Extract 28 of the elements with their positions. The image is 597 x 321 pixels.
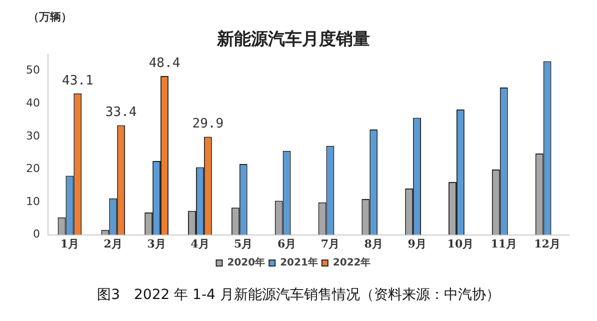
x-tick-label: 9月: [408, 237, 426, 250]
x-tick-label: 2月: [104, 237, 122, 250]
data-label: 43.1: [62, 73, 94, 88]
y-axis-title: （万辆）: [28, 10, 72, 24]
data-label: 29.9: [192, 116, 224, 132]
y-tick-label: 10: [26, 194, 40, 208]
x-tick-label: 1月: [60, 237, 80, 250]
x-tick-label: 7月: [320, 237, 340, 250]
x-tick-label: 12月: [534, 237, 560, 250]
y-tick-label: 30: [26, 129, 40, 142]
x-tick-label: 6月: [277, 237, 296, 250]
y-tick-label: 40: [26, 96, 40, 110]
x-tick-label: 8月: [364, 237, 383, 250]
x-tick-label: 5月: [234, 237, 253, 250]
x-tick-label: 10月: [447, 237, 474, 250]
legend-label: 2022年: [332, 256, 371, 269]
data-label: 33.4: [105, 105, 137, 120]
caption: 图3 2022 年 1-4 月新能源汽车销售情况（资料来源：中汽协）: [96, 286, 501, 304]
y-tick-label: 20: [26, 162, 40, 176]
y-tick-label: 0: [32, 228, 40, 241]
x-tick-label: 11月: [490, 237, 518, 250]
data-label: 48.4: [148, 56, 180, 71]
legend-label: 2021年: [280, 256, 318, 269]
legend-label: 2020年: [227, 256, 266, 269]
y-tick-label: 50: [26, 64, 40, 77]
x-tick-label: 4月: [190, 237, 210, 250]
chart-title: 新能源汽车月度销量: [216, 30, 370, 50]
x-tick-label: 3月: [147, 237, 166, 250]
